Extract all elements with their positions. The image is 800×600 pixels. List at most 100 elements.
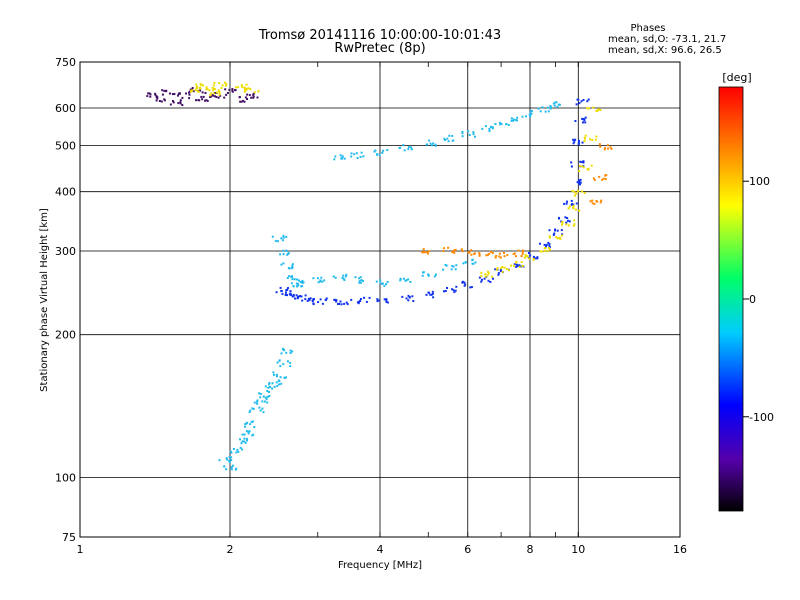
y-tick-label: 75 — [62, 531, 76, 544]
scatter-point — [195, 95, 209, 102]
scatter-point — [583, 134, 598, 143]
y-tick-label: 600 — [55, 102, 76, 115]
colorbar-label: [deg] — [722, 71, 751, 84]
x-tick-label: 10 — [571, 543, 585, 556]
x-tick-label: 6 — [464, 543, 471, 556]
scatter-point — [239, 437, 248, 445]
scatter-point — [218, 456, 233, 463]
scatter-point — [558, 216, 571, 224]
scatter-point — [169, 99, 184, 106]
scatter-point — [480, 270, 494, 278]
scatter-point — [398, 144, 413, 152]
y-tick-label: 200 — [55, 329, 76, 342]
scatter-point — [276, 359, 292, 368]
scatter-point — [297, 279, 305, 287]
scatter-point — [202, 84, 216, 92]
y-tick-label: 100 — [55, 472, 76, 485]
y-tick-label: 400 — [55, 186, 76, 199]
scatter-point — [589, 199, 603, 205]
scatter-point — [350, 151, 365, 159]
scatter-point — [494, 121, 510, 126]
scatter-point — [571, 189, 586, 197]
scatter-point — [224, 88, 237, 94]
scatter-point — [253, 398, 269, 405]
scatter-point — [512, 249, 524, 258]
scatter-point — [563, 199, 578, 206]
scatter-point — [523, 254, 535, 261]
scatter-point — [494, 252, 509, 259]
scatter-point — [462, 258, 477, 265]
scatter-point — [425, 290, 435, 299]
scatter-point — [246, 92, 259, 99]
scatter-point — [235, 83, 250, 90]
scatter-point — [576, 178, 582, 186]
scatter-point — [561, 219, 576, 227]
colorbar — [718, 86, 744, 512]
stats-o-mode: mean, sd,O: -73.1, 21.7 — [608, 34, 726, 45]
scatter-point — [572, 138, 584, 146]
stats-x-mode: mean, sd,X: 96.6, 26.5 — [608, 45, 722, 56]
scatter-point — [155, 96, 166, 103]
scatter-point — [461, 280, 473, 289]
scatter-point — [478, 250, 494, 257]
scatter-point — [376, 298, 389, 304]
scatter-point — [567, 204, 581, 212]
y-tick-label: 750 — [55, 56, 76, 69]
scatter-point — [548, 228, 564, 236]
scatter-point — [461, 130, 476, 138]
scatter-point — [286, 275, 298, 281]
scatter-point — [243, 87, 260, 94]
scatter-point — [258, 391, 271, 399]
x-tick-label: 1 — [77, 543, 84, 556]
axis-ticks: 1 2 4 6 8 10 16 750 600 500 400 300 200 100 75 — [55, 56, 687, 556]
scatter-point — [375, 279, 389, 287]
scatter-point — [356, 296, 371, 305]
data-points — [146, 81, 613, 471]
scatter-point — [212, 81, 228, 89]
scatter-point — [510, 260, 524, 268]
colorbar-tick-label: 0 — [749, 293, 756, 306]
scatter-point — [574, 116, 587, 124]
scatter-point — [537, 106, 552, 113]
stats-heading: Phases — [630, 23, 665, 34]
scatter-point — [279, 249, 290, 256]
scatter-point — [549, 101, 561, 108]
x-tick-label: 4 — [377, 543, 384, 556]
x-tick-label: 8 — [527, 543, 534, 556]
scatter-point — [443, 285, 458, 294]
colorbar-ticks: 100 0 -100 — [743, 175, 774, 424]
colorbar-tick-label: -100 — [749, 411, 774, 424]
scatter-point — [401, 294, 415, 302]
scatter-point — [460, 248, 476, 256]
scatter-point — [244, 420, 256, 429]
scatter-point — [272, 371, 287, 379]
scatter-point — [495, 266, 510, 273]
scatter-point — [510, 115, 524, 122]
scatter-point — [268, 379, 283, 386]
chart-subtitle: RwPretec (8p) — [334, 41, 425, 56]
scatter-point — [332, 273, 348, 281]
scatter-point — [598, 143, 613, 151]
x-tick-label: 2 — [227, 543, 234, 556]
y-tick-label: 500 — [55, 140, 76, 153]
scatter-point — [586, 106, 602, 112]
x-axis-label: Frequency [MHz] — [338, 560, 422, 571]
scatter-point — [238, 96, 248, 103]
scatter-point — [442, 246, 457, 254]
chart-title: Tromsø 20141116 10:00:00-10:01:43 — [258, 28, 501, 43]
scatter-point — [248, 406, 265, 414]
scatter-point — [229, 446, 244, 454]
scatter-point — [575, 98, 590, 106]
scatter-point — [592, 174, 608, 181]
scatter-point — [421, 248, 431, 255]
scatter-point — [312, 276, 326, 284]
scatter-point — [271, 234, 288, 243]
scatter-point — [443, 134, 455, 143]
scatter-point — [548, 234, 563, 240]
scatter-point — [223, 464, 238, 471]
grid-lines — [80, 62, 680, 537]
scatter-point — [209, 89, 221, 97]
scatter-point — [296, 294, 307, 302]
scatter-point — [442, 264, 458, 271]
scatter-point — [578, 164, 593, 172]
